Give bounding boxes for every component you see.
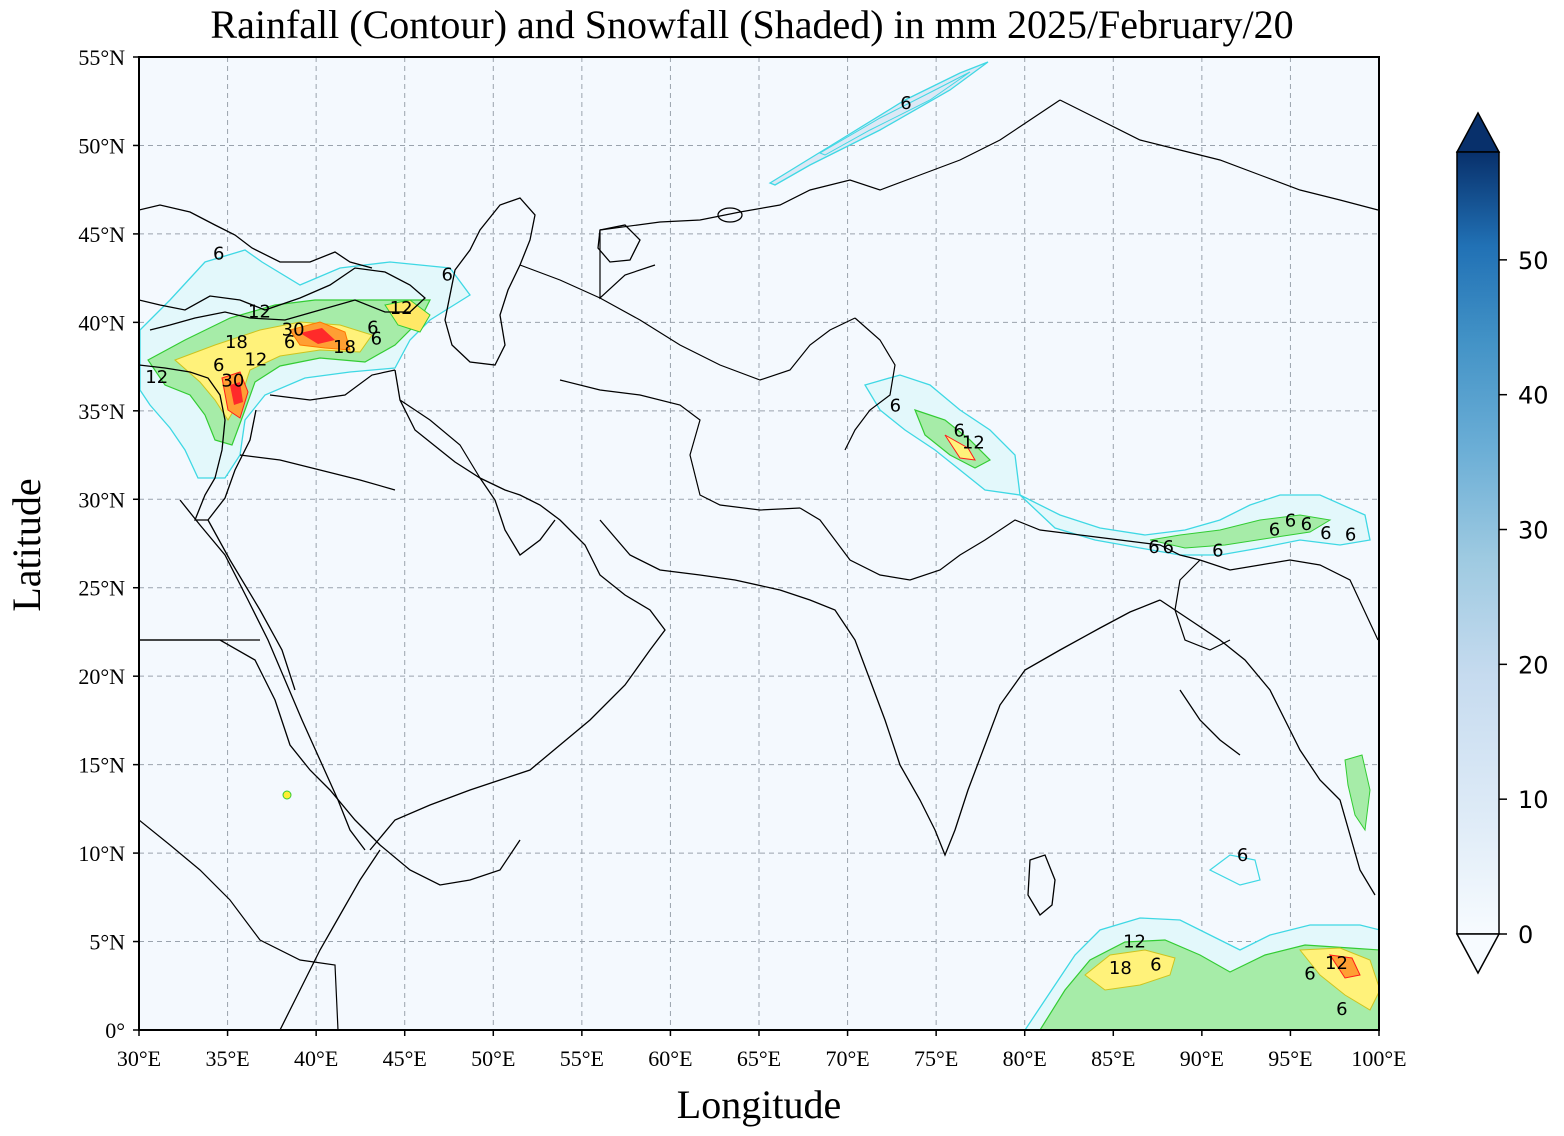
contour-region-caucasus bbox=[384, 299, 431, 333]
contour-region-karakoram-yellow bbox=[944, 434, 976, 461]
contour-region-himalaya-cyan bbox=[1019, 494, 1371, 556]
contour-label: 18 bbox=[1109, 958, 1132, 979]
contour-label: 30 bbox=[282, 319, 305, 340]
y-tick-label: 0° bbox=[105, 1018, 125, 1043]
y-tick-label: 20°N bbox=[78, 664, 125, 689]
x-tick-label: 65°E bbox=[737, 1046, 781, 1071]
axis-ticks: 30°E 35°E 40°E 45°E 50°E 55°E 60°E 65°E 70°E 75°E… bbox=[78, 45, 1406, 1071]
contour-region-himalaya-green bbox=[1149, 514, 1332, 549]
colorbar-bar bbox=[1456, 151, 1500, 935]
y-tick-label: 40°N bbox=[78, 310, 125, 335]
y-tick-label: 35°N bbox=[78, 399, 125, 424]
x-tick-label: 85°E bbox=[1091, 1046, 1135, 1071]
y-tick-label: 5°N bbox=[89, 930, 125, 955]
colorbar-tick-label: 10 bbox=[1518, 786, 1549, 814]
colorbar-tick-label: 50 bbox=[1518, 247, 1549, 275]
contour-label: 6 bbox=[371, 328, 382, 349]
contour-region-myanmar bbox=[1344, 754, 1371, 832]
contour-label: 6 bbox=[890, 396, 901, 417]
colorbar-extend-bottom bbox=[1455, 933, 1501, 975]
y-tick-label: 55°N bbox=[78, 45, 125, 70]
y-tick-label: 50°N bbox=[78, 133, 125, 158]
y-tick-label: 10°N bbox=[78, 841, 125, 866]
contour-label: 6 bbox=[900, 93, 911, 114]
chart-title: Rainfall (Contour) and Snowfall (Shaded)… bbox=[210, 2, 1293, 47]
contour-region-levant-red bbox=[230, 382, 243, 405]
contour-label: 30 bbox=[221, 371, 244, 392]
y-tick-label: 45°N bbox=[78, 222, 125, 247]
contour-label: 6 bbox=[442, 265, 453, 286]
colorbar-tick-label: 30 bbox=[1518, 517, 1549, 545]
contour-region-kazakhstan bbox=[768, 61, 989, 186]
contour-label: 6 bbox=[1212, 541, 1223, 562]
x-tick-label: 50°E bbox=[471, 1046, 515, 1071]
contour-label: 6 bbox=[213, 243, 224, 264]
x-tick-label: 40°E bbox=[294, 1046, 338, 1071]
contour-region-ocean-orange bbox=[1328, 954, 1361, 979]
contour-label: 18 bbox=[225, 332, 248, 353]
country-borders bbox=[139, 99, 1379, 1030]
colorbar-ticks: 0 10 20 30 40 50 bbox=[1499, 247, 1549, 949]
coastlines bbox=[139, 197, 1376, 1030]
x-tick-label: 90°E bbox=[1180, 1046, 1224, 1071]
contour-label: 6 bbox=[1269, 519, 1280, 540]
colorbar-tick-label: 40 bbox=[1518, 382, 1549, 410]
contour-label: 6 bbox=[1285, 511, 1296, 532]
contour-label: 6 bbox=[1150, 955, 1161, 976]
contour-label: 6 bbox=[1304, 963, 1315, 984]
colorbar-tick-label: 20 bbox=[1518, 651, 1549, 679]
contour-label: 12 bbox=[390, 298, 413, 319]
contour-label: 6 bbox=[284, 332, 295, 353]
y-tick-label: 15°N bbox=[78, 753, 125, 778]
contour-region-ocean-yellow-2 bbox=[1298, 947, 1379, 1011]
x-tick-label: 75°E bbox=[914, 1046, 958, 1071]
colorbar-tick-label: 0 bbox=[1518, 921, 1533, 949]
contour-label: 12 bbox=[1325, 953, 1348, 974]
contour-label: 12 bbox=[962, 433, 985, 454]
contour-label: 6 bbox=[1301, 514, 1312, 535]
contour-region-andaman bbox=[1208, 854, 1261, 886]
contour-label: 12 bbox=[1123, 932, 1146, 953]
contour-label: 18 bbox=[333, 337, 356, 358]
contour-label: 6 bbox=[1320, 523, 1331, 544]
contour-region-kazakhstan-inner bbox=[818, 71, 971, 156]
contour-label: 6 bbox=[1162, 537, 1173, 558]
contour-label: 6 bbox=[1148, 537, 1159, 558]
contour-label: 6 bbox=[1336, 999, 1347, 1020]
y-axis-title: Latitude bbox=[4, 478, 49, 611]
x-tick-label: 95°E bbox=[1268, 1046, 1312, 1071]
x-tick-label: 70°E bbox=[825, 1046, 869, 1071]
contour-label: 12 bbox=[244, 350, 267, 371]
x-tick-label: 55°E bbox=[560, 1046, 604, 1071]
x-tick-label: 100°E bbox=[1351, 1046, 1406, 1071]
contour-label: 6 bbox=[213, 355, 224, 376]
contour-label: 6 bbox=[953, 420, 964, 441]
x-tick-label: 60°E bbox=[648, 1046, 692, 1071]
x-axis-title: Longitude bbox=[677, 1082, 841, 1127]
contour-region-ethiopia bbox=[282, 790, 292, 800]
colorbar: 0 10 20 30 40 50 bbox=[1455, 111, 1549, 975]
x-tick-label: 35°E bbox=[205, 1046, 249, 1071]
colorbar-extend-top bbox=[1455, 111, 1501, 153]
contour-label: 6 bbox=[1345, 525, 1356, 546]
x-tick-label: 80°E bbox=[1003, 1046, 1047, 1071]
y-tick-label: 25°N bbox=[78, 576, 125, 601]
x-tick-label: 45°E bbox=[383, 1046, 427, 1071]
x-tick-label: 30°E bbox=[117, 1046, 161, 1071]
contour-label: 6 bbox=[367, 318, 378, 339]
precipitation-contours bbox=[139, 61, 1379, 1030]
contour-region-turkey-red bbox=[300, 328, 335, 344]
contour-label: 12 bbox=[248, 302, 271, 323]
contour-label: 6 bbox=[1237, 845, 1248, 866]
y-tick-label: 30°N bbox=[78, 487, 125, 512]
contour-region-ocean-yellow-1 bbox=[1084, 949, 1176, 991]
contour-label: 12 bbox=[145, 367, 168, 388]
